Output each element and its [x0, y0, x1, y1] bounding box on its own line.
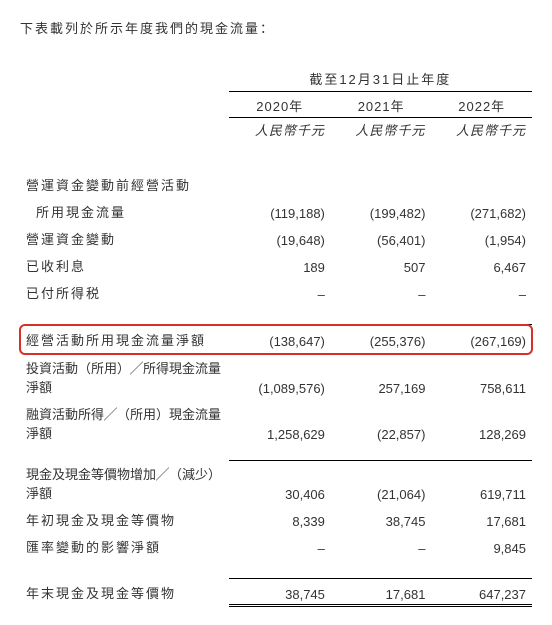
row-interest-rcvd: 已收利息 189 507 6,467: [20, 252, 532, 279]
interest-rcvd-label: 已收利息: [20, 252, 229, 279]
row-wc-change: 營運資金變動 (19,648) (56,401) (1,954): [20, 225, 532, 252]
row-begin-cash: 年初現金及現金等價物 8,339 38,745 17,681: [20, 506, 532, 533]
finance-2022: 128,269: [431, 400, 532, 446]
row-finance: 融資活動所得╱（所用）現金流量淨額 1,258,629 (22,857) 128…: [20, 400, 532, 446]
invest-2021: 257,169: [331, 354, 432, 400]
tax-paid-2022: –: [431, 279, 532, 306]
fx-2020: –: [229, 533, 331, 560]
end-cash-2020: 38,745: [229, 579, 331, 606]
tax-paid-2021: –: [331, 279, 432, 306]
finance-2021: (22,857): [331, 400, 432, 446]
net-inc-2022: 619,711: [431, 460, 532, 506]
finance-label: 融資活動所得╱（所用）現金流量淨額: [20, 400, 229, 446]
tax-paid-label: 已付所得税: [20, 279, 229, 306]
begin-cash-2021: 38,745: [331, 506, 432, 533]
cash-used-2020: (119,188): [229, 198, 331, 225]
row-cash-used: 所用現金流量 (119,188) (199,482) (271,682): [20, 198, 532, 225]
intro-text: 下表載列於所示年度我們的現金流量：: [20, 18, 532, 37]
unit-2020: 人民幣千元: [229, 118, 331, 150]
interest-rcvd-2021: 507: [331, 252, 432, 279]
row-fx: 匯率變動的影響淨額 – – 9,845: [20, 533, 532, 560]
wc-change-label: 營運資金變動: [20, 225, 229, 252]
cash-used-2021: (199,482): [331, 198, 432, 225]
row-end-cash: 年末現金及現金等價物 38,745 17,681 647,237: [20, 579, 532, 606]
net-inc-label: 現金及現金等價物增加╱（減少）淨額: [20, 460, 229, 506]
end-cash-2021: 17,681: [331, 579, 432, 606]
interest-rcvd-2020: 189: [229, 252, 331, 279]
begin-cash-label: 年初現金及現金等價物: [20, 506, 229, 533]
row-net-inc: 現金及現金等價物增加╱（減少）淨額 30,406 (21,064) 619,71…: [20, 460, 532, 506]
net-op-2020: (138,647): [229, 325, 331, 354]
unit-2021: 人民幣千元: [331, 118, 432, 150]
end-cash-2022: 647,237: [431, 579, 532, 606]
cashflow-table: 截至12月31日止年度 2020年 2021年 2022年 人民幣千元 人民幣千…: [20, 65, 532, 607]
row-tax-paid: 已付所得税 – – –: [20, 279, 532, 306]
row-net-op-highlight: 經營活動所用現金流量淨額 (138,647) (255,376) (267,16…: [20, 325, 532, 354]
row-invest: 投資活動（所用）╱所得現金流量淨額 (1,089,576) 257,169 75…: [20, 354, 532, 400]
fx-2022: 9,845: [431, 533, 532, 560]
wc-change-2020: (19,648): [229, 225, 331, 252]
net-inc-2020: 30,406: [229, 460, 331, 506]
end-cash-label: 年末現金及現金等價物: [20, 579, 229, 606]
finance-2020: 1,258,629: [229, 400, 331, 446]
invest-2020: (1,089,576): [229, 354, 331, 400]
net-op-2022: (267,169): [431, 325, 532, 354]
interest-rcvd-2022: 6,467: [431, 252, 532, 279]
unit-2022: 人民幣千元: [431, 118, 532, 150]
cash-used-label: 所用現金流量: [20, 198, 229, 225]
net-inc-2021: (21,064): [331, 460, 432, 506]
op-before-wc-title: 營運資金變動前經營活動: [20, 167, 229, 198]
year-2022: 2022年: [431, 92, 532, 118]
invest-2022: 758,611: [431, 354, 532, 400]
wc-change-2022: (1,954): [431, 225, 532, 252]
net-op-label: 經營活動所用現金流量淨額: [20, 325, 229, 354]
year-2021: 2021年: [331, 92, 432, 118]
begin-cash-2020: 8,339: [229, 506, 331, 533]
begin-cash-2022: 17,681: [431, 506, 532, 533]
tax-paid-2020: –: [229, 279, 331, 306]
year-2020: 2020年: [229, 92, 331, 118]
net-op-2021: (255,376): [331, 325, 432, 354]
invest-label: 投資活動（所用）╱所得現金流量淨額: [20, 354, 229, 400]
cash-used-2022: (271,682): [431, 198, 532, 225]
fx-2021: –: [331, 533, 432, 560]
period-header: 截至12月31日止年度: [229, 65, 532, 92]
fx-label: 匯率變動的影響淨額: [20, 533, 229, 560]
wc-change-2021: (56,401): [331, 225, 432, 252]
